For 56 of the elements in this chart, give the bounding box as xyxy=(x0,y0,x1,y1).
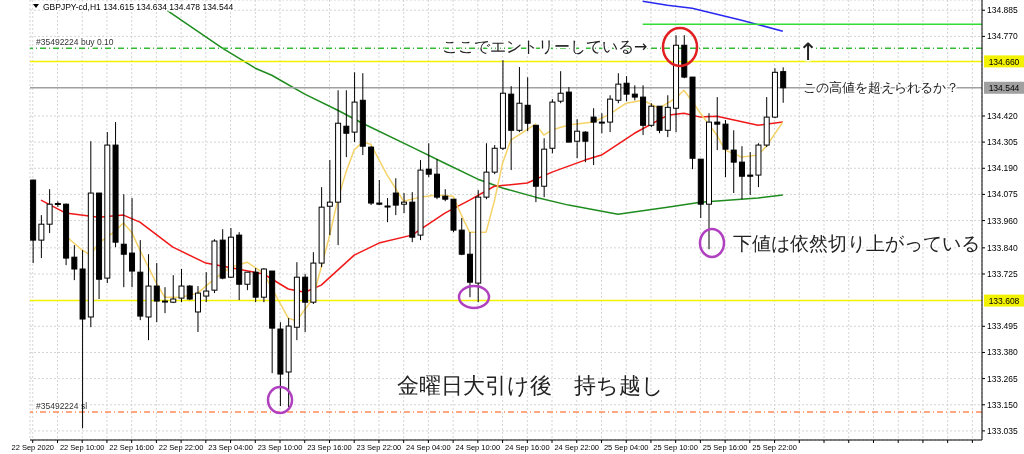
candlestick xyxy=(194,285,201,333)
ref-line-label: 134.660 xyxy=(988,56,1020,67)
candlestick xyxy=(129,197,136,288)
candlestick xyxy=(376,179,383,206)
candlestick xyxy=(153,262,160,323)
candlestick xyxy=(738,145,745,200)
candlestick xyxy=(170,274,177,304)
candlestick xyxy=(401,192,408,214)
candlestick xyxy=(664,94,671,138)
candlestick xyxy=(615,72,622,104)
y-tick-label: 133.035 xyxy=(987,425,1018,436)
candlestick xyxy=(425,142,432,178)
candlestick xyxy=(730,129,737,194)
candlestick xyxy=(590,107,597,166)
ref-line-label: #35492224 buy 0.10 xyxy=(36,37,114,48)
candlestick xyxy=(780,66,787,104)
annotation: 金曜日大引け後 持ち越し xyxy=(397,373,664,398)
y-tick-label: 134.885 xyxy=(987,5,1018,16)
y-tick-label: 134.770 xyxy=(987,31,1018,42)
y-tick-label: 134.305 xyxy=(987,137,1018,148)
y-tick-label: 133.150 xyxy=(987,399,1018,410)
candlestick xyxy=(434,158,441,200)
candlestick xyxy=(607,94,614,133)
annotation: この高値を超えられるか？ xyxy=(803,80,959,95)
line-series xyxy=(641,0,784,32)
y-tick-label: 134.075 xyxy=(987,189,1018,200)
candlestick xyxy=(623,75,630,102)
candlestick xyxy=(392,177,399,216)
y-tick-label: 133.840 xyxy=(987,242,1018,253)
candlestick xyxy=(54,200,61,208)
candlestick xyxy=(582,130,589,163)
candlestick xyxy=(648,102,655,128)
y-tick-label: 134.420 xyxy=(987,110,1018,121)
candlestick xyxy=(714,96,721,151)
candlestick xyxy=(326,159,333,236)
y-tick-label: 133.960 xyxy=(987,215,1018,226)
candlestick xyxy=(162,286,169,314)
ref-line-label: 133.608 xyxy=(988,296,1020,307)
candlestick xyxy=(203,271,210,303)
candlestick xyxy=(524,76,531,132)
candlestick xyxy=(747,151,754,196)
candlestick xyxy=(384,197,391,223)
ref-line-label: 134.544 xyxy=(988,83,1020,94)
candlestick xyxy=(343,89,350,158)
candlestick xyxy=(574,118,581,159)
candlestick xyxy=(598,112,605,134)
candlestick xyxy=(71,244,78,281)
y-tick-label: 134.190 xyxy=(987,163,1018,174)
candlestick xyxy=(120,193,127,288)
annotation: 下値は依然切り上がっている xyxy=(733,232,980,254)
y-tick-label: 133.495 xyxy=(987,321,1018,332)
y-tick-label: 133.265 xyxy=(987,373,1018,384)
y-tick-label: 133.725 xyxy=(987,269,1018,280)
candlestick xyxy=(491,144,498,175)
candlestick xyxy=(178,268,185,303)
y-tick-label: 133.380 xyxy=(987,347,1018,358)
